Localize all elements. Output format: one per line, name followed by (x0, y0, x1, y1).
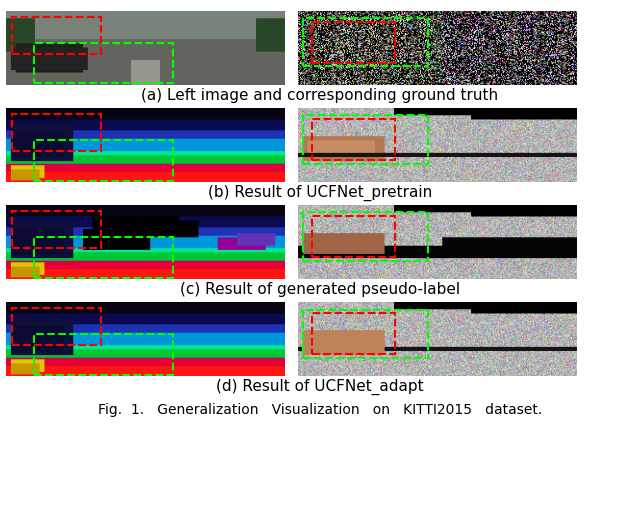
Bar (312, 119, 395, 160)
Bar (312, 22, 395, 63)
Text: (b) Result of UCFNet_pretrain: (b) Result of UCFNet_pretrain (208, 185, 432, 201)
Bar (303, 115, 428, 164)
Bar (303, 18, 428, 66)
Bar (12, 16, 101, 54)
Bar (312, 313, 395, 354)
Bar (312, 216, 395, 257)
Text: (d) Result of UCFNet_adapt: (d) Result of UCFNet_adapt (216, 379, 424, 396)
Bar (35, 42, 173, 83)
Text: (c) Result of generated pseudo-label: (c) Result of generated pseudo-label (180, 282, 460, 297)
Bar (35, 237, 173, 278)
Bar (35, 334, 173, 375)
Bar (303, 212, 428, 261)
Text: (a) Left image and corresponding ground truth: (a) Left image and corresponding ground … (141, 88, 499, 102)
Text: Fig.  1.   Generalization   Visualization   on   KITTI2015   dataset.: Fig. 1. Generalization Visualization on … (98, 403, 542, 417)
Bar (12, 211, 101, 248)
Bar (303, 310, 428, 358)
Bar (35, 140, 173, 181)
Bar (12, 114, 101, 151)
Bar (12, 308, 101, 345)
